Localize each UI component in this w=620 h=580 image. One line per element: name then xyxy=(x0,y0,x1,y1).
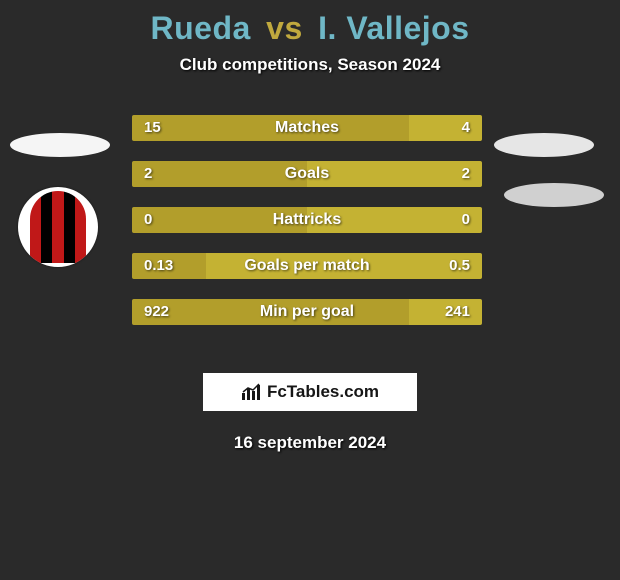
title-separator: vs xyxy=(266,10,303,46)
title-player2: I. Vallejos xyxy=(318,10,469,46)
stat-row: Goals per match0.130.5 xyxy=(132,253,482,279)
stat-row: Goals22 xyxy=(132,161,482,187)
stat-bar-right xyxy=(409,299,483,325)
title-player1: Rueda xyxy=(150,10,250,46)
badge-stripe xyxy=(30,191,41,263)
chart-icon xyxy=(241,383,263,401)
club-badge-stripes xyxy=(30,191,86,263)
avatar-placeholder-right-2 xyxy=(504,183,604,207)
stat-bar-left xyxy=(132,161,307,187)
branding-box[interactable]: FcTables.com xyxy=(203,373,417,411)
stat-bar-left xyxy=(132,115,409,141)
badge-stripe xyxy=(75,191,86,263)
branding-text: FcTables.com xyxy=(267,382,379,402)
avatar-placeholder-left xyxy=(10,133,110,157)
stat-bar-right xyxy=(307,161,482,187)
page-title: Rueda vs I. Vallejos xyxy=(0,0,620,47)
stat-bar-right xyxy=(307,207,482,233)
subtitle: Club competitions, Season 2024 xyxy=(0,55,620,75)
stat-bar-right xyxy=(409,115,483,141)
stat-row: Min per goal922241 xyxy=(132,299,482,325)
stat-bar-left xyxy=(132,253,206,279)
badge-stripe xyxy=(41,191,52,263)
badge-stripe xyxy=(64,191,75,263)
badge-stripe xyxy=(52,191,63,263)
stat-bar-right xyxy=(206,253,483,279)
stat-bar-left xyxy=(132,299,409,325)
date-text: 16 september 2024 xyxy=(0,433,620,453)
stat-bar-left xyxy=(132,207,307,233)
avatar-placeholder-right xyxy=(494,133,594,157)
stat-row: Hattricks00 xyxy=(132,207,482,233)
stats-area: Matches154 Goals22 Hattricks00 Goals per ma… xyxy=(0,115,620,453)
stat-row: Matches154 xyxy=(132,115,482,141)
club-badge xyxy=(18,187,98,267)
stat-bars: Matches154 Goals22 Hattricks00 Goals per ma… xyxy=(132,115,482,345)
comparison-card: Rueda vs I. Vallejos Club competitions, … xyxy=(0,0,620,580)
